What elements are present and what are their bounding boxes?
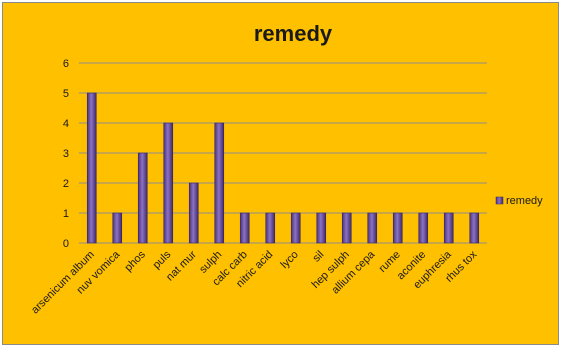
y-tick-label: 2 — [63, 178, 69, 190]
bar — [163, 122, 174, 244]
legend-label: remedy — [506, 195, 543, 207]
chart-title: remedy — [254, 21, 333, 46]
y-tick-label: 1 — [63, 208, 69, 220]
x-tick-label: phos — [123, 248, 149, 274]
bar — [341, 212, 352, 244]
bar — [443, 212, 454, 244]
bar — [469, 212, 480, 244]
y-tick-label: 3 — [63, 148, 69, 160]
bar — [188, 182, 199, 244]
bar — [290, 212, 301, 244]
chart-area: remedy 0 1 2 3 4 5 6 arsenicum album nuv vomica… — [2, 2, 559, 345]
bar — [367, 212, 378, 244]
bar — [86, 92, 97, 244]
y-axis-ticks: 0 1 2 3 4 5 6 — [63, 58, 69, 250]
legend: remedy — [495, 195, 543, 207]
bar — [316, 212, 327, 244]
bar — [112, 212, 123, 244]
bar — [214, 122, 225, 244]
x-tick-label: lyco — [279, 249, 301, 271]
bar — [392, 212, 403, 244]
legend-swatch — [495, 196, 504, 205]
y-tick-label: 5 — [63, 88, 69, 100]
y-tick-label: 6 — [63, 58, 69, 70]
bar — [418, 212, 429, 244]
bar — [265, 212, 276, 244]
y-tick-label: 4 — [63, 118, 69, 130]
bars — [86, 92, 480, 244]
y-tick-label: 0 — [63, 238, 69, 250]
x-tick-label: sil — [311, 249, 327, 265]
bar — [137, 152, 148, 244]
bar — [239, 212, 250, 244]
